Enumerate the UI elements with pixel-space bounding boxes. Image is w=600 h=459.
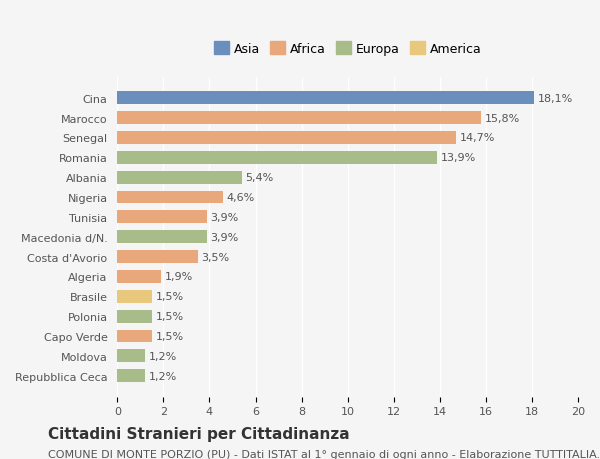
Bar <box>118 211 207 224</box>
Bar <box>118 310 152 323</box>
Text: 1,2%: 1,2% <box>148 351 176 361</box>
Text: 18,1%: 18,1% <box>538 94 573 104</box>
Bar <box>118 191 223 204</box>
Text: 1,9%: 1,9% <box>164 272 193 282</box>
Text: Cittadini Stranieri per Cittadinanza: Cittadini Stranieri per Cittadinanza <box>48 425 350 441</box>
Text: 14,7%: 14,7% <box>460 133 495 143</box>
Text: 1,2%: 1,2% <box>148 371 176 381</box>
Text: 3,5%: 3,5% <box>202 252 230 262</box>
Text: 1,5%: 1,5% <box>155 312 184 321</box>
Text: 1,5%: 1,5% <box>155 331 184 341</box>
Text: COMUNE DI MONTE PORZIO (PU) - Dati ISTAT al 1° gennaio di ogni anno - Elaborazio: COMUNE DI MONTE PORZIO (PU) - Dati ISTAT… <box>48 449 600 459</box>
Text: 5,4%: 5,4% <box>245 173 274 183</box>
Bar <box>118 251 198 263</box>
Bar <box>118 290 152 303</box>
Bar <box>118 171 242 184</box>
Bar <box>118 350 145 363</box>
Bar <box>118 112 481 125</box>
Bar <box>118 369 145 382</box>
Bar <box>118 92 534 105</box>
Bar <box>118 231 207 244</box>
Text: 3,9%: 3,9% <box>211 213 239 223</box>
Text: 13,9%: 13,9% <box>441 153 476 163</box>
Legend: Asia, Africa, Europa, America: Asia, Africa, Europa, America <box>214 42 482 56</box>
Bar <box>118 132 456 145</box>
Text: 15,8%: 15,8% <box>485 113 520 123</box>
Bar <box>118 330 152 343</box>
Text: 1,5%: 1,5% <box>155 291 184 302</box>
Bar <box>118 270 161 283</box>
Text: 3,9%: 3,9% <box>211 232 239 242</box>
Bar <box>118 151 437 164</box>
Text: 4,6%: 4,6% <box>227 193 255 202</box>
